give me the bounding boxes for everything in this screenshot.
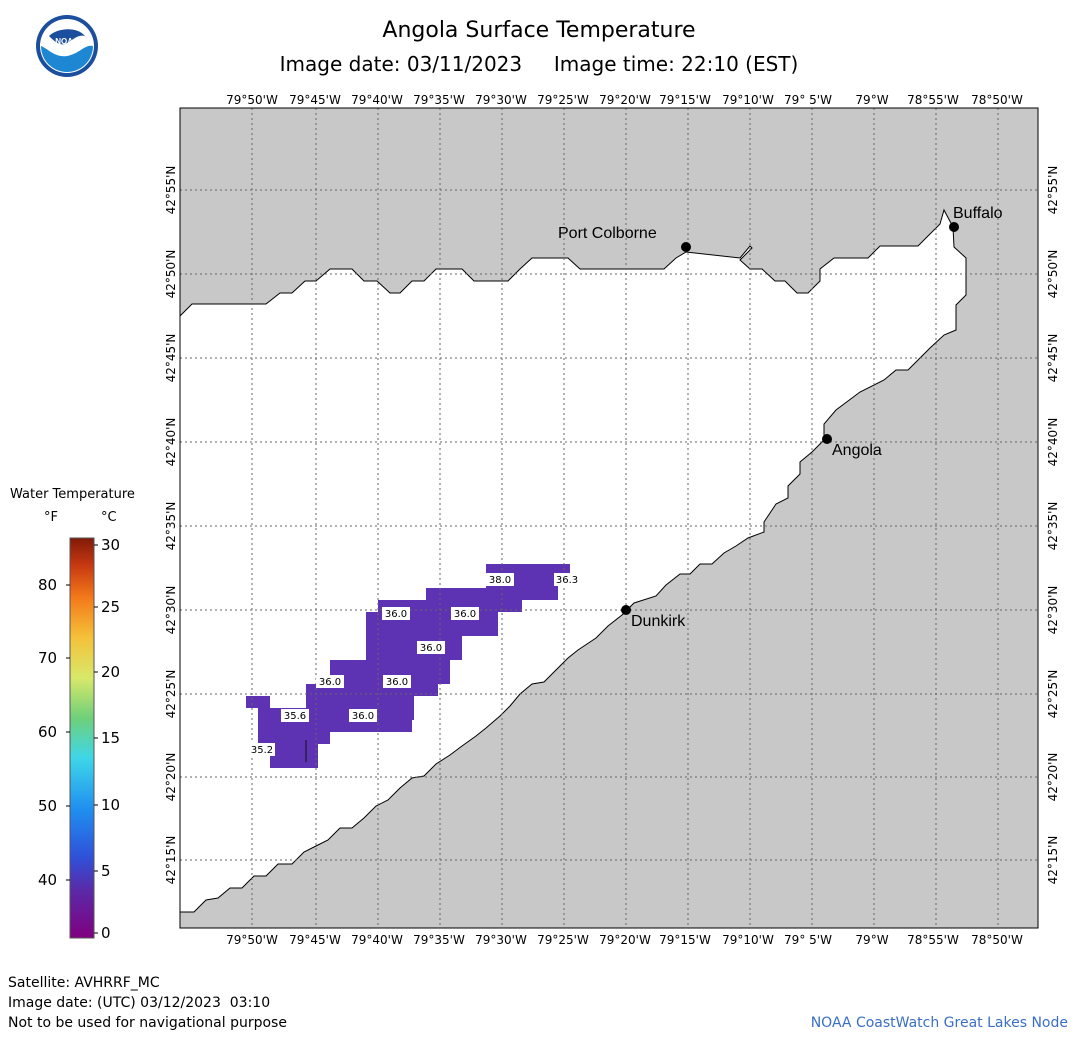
lat-label-right: 42°45'N xyxy=(1046,334,1060,383)
buffalo-marker xyxy=(949,222,959,232)
lake-water xyxy=(180,210,966,912)
svg-text:NOAA: NOAA xyxy=(55,37,79,46)
temperature-label: 36.0 xyxy=(319,677,341,688)
temperature-label: 36.0 xyxy=(420,643,442,654)
map-frame xyxy=(179,107,1039,929)
dunkirk-marker xyxy=(621,605,631,615)
temperature-color-bar xyxy=(69,537,95,939)
lon-label-bottom: 79°35'W xyxy=(413,933,465,947)
temperature-label: 36.0 xyxy=(454,609,476,620)
city-markers xyxy=(621,222,959,615)
lon-label-bottom: 79° 5'W xyxy=(784,933,832,947)
lon-label-top: 79°10'W xyxy=(722,93,774,107)
lat-label-left: 42°15'N xyxy=(164,836,178,885)
legend-tick-f: 80 xyxy=(38,576,57,594)
lon-label-top: 79°35'W xyxy=(413,93,465,107)
legend-unit-f: °F xyxy=(44,510,58,525)
lon-label-bottom: 79°20'W xyxy=(599,933,651,947)
legend-tick-f: 70 xyxy=(38,649,57,667)
city-label-angola: Angola xyxy=(832,442,882,459)
lon-label-top: 79°25'W xyxy=(537,93,589,107)
lon-label-top: 79°30'W xyxy=(475,93,527,107)
legend-tick-f: 50 xyxy=(38,797,57,815)
legend-tick-f: 40 xyxy=(38,871,57,889)
image-date-time: Image date: 03/11/2023 Image time: 22:10… xyxy=(279,52,799,76)
lat-label-left: 42°55'N xyxy=(164,166,178,215)
temperature-overlay xyxy=(246,564,570,768)
lon-label-bottom: 78°55'W xyxy=(907,933,959,947)
lat-label-right: 42°15'N xyxy=(1046,836,1060,885)
lon-label-top: 79°50'W xyxy=(226,93,278,107)
noaa-logo: NOAA xyxy=(36,15,98,77)
legend-unit-c: °C xyxy=(101,510,117,525)
temperature-label: 36.0 xyxy=(386,677,408,688)
lon-label-bottom: 79°30'W xyxy=(475,933,527,947)
legend-tick-c: 10 xyxy=(101,796,120,814)
lon-label-top: 79°20'W xyxy=(599,93,651,107)
lat-label-right: 42°55'N xyxy=(1046,166,1060,215)
graticule xyxy=(180,108,1038,928)
lat-label-left: 42°20'N xyxy=(164,753,178,802)
lon-label-bottom: 79°10'W xyxy=(722,933,774,947)
lon-label-bottom: 78°50'W xyxy=(971,933,1023,947)
legend-tick-c: 15 xyxy=(101,729,120,747)
lon-label-top: 79°40'W xyxy=(351,93,403,107)
lon-label-top: 78°55'W xyxy=(907,93,959,107)
lon-label-top: 78°50'W xyxy=(971,93,1023,107)
city-label-buffalo: Buffalo xyxy=(953,205,1003,222)
satellite-info: Satellite: AVHRRF_MC xyxy=(8,975,160,991)
lat-label-right: 42°20'N xyxy=(1046,753,1060,802)
lon-label-top: 79°45'W xyxy=(289,93,341,107)
lon-label-bottom: 79°50'W xyxy=(226,933,278,947)
lon-label-top: 79°15'W xyxy=(659,93,711,107)
shoreline xyxy=(179,208,967,913)
lat-label-left: 42°30'N xyxy=(164,586,178,635)
credit-text: NOAA CoastWatch Great Lakes Node xyxy=(810,1015,1068,1031)
legend-tick-c: 0 xyxy=(101,924,111,942)
temperature-label: 35.2 xyxy=(251,745,273,756)
city-label-dunkirk: Dunkirk xyxy=(631,613,686,630)
port-colborne-marker xyxy=(681,242,691,252)
legend-tick-c: 30 xyxy=(101,536,120,554)
lat-label-left: 42°35'N xyxy=(164,502,178,551)
lat-label-left: 42°25'N xyxy=(164,670,178,719)
temperature-label: 36.3 xyxy=(556,575,578,586)
legend-title: Water Temperature xyxy=(10,487,135,502)
lat-label-left: 42°50'N xyxy=(164,250,178,299)
lon-label-bottom: 79°15'W xyxy=(659,933,711,947)
lon-label-top: 79°W xyxy=(855,93,888,107)
lat-label-left: 42°45'N xyxy=(164,334,178,383)
legend-tick-c: 25 xyxy=(101,598,120,616)
lon-label-top: 79° 5'W xyxy=(784,93,832,107)
image-date-utc: Image date: (UTC) 03/12/2023 03:10 xyxy=(8,995,271,1011)
lon-label-bottom: 79°40'W xyxy=(351,933,403,947)
city-label-port-colborne: Port Colborne xyxy=(558,225,657,242)
lat-label-right: 42°30'N xyxy=(1046,586,1060,635)
temperature-label: 35.6 xyxy=(284,711,306,722)
map-title: Angola Surface Temperature xyxy=(382,18,696,43)
lat-label-right: 42°50'N xyxy=(1046,250,1060,299)
angola-marker xyxy=(822,434,832,444)
temperature-label: 38.0 xyxy=(489,575,511,586)
lon-label-bottom: 79°45'W xyxy=(289,933,341,947)
navigation-disclaimer: Not to be used for navigational purpose xyxy=(8,1015,287,1031)
temperature-label: 36.0 xyxy=(385,609,407,620)
legend-tick-c: 20 xyxy=(101,663,120,681)
lat-label-right: 42°25'N xyxy=(1046,670,1060,719)
legend-tick-c: 5 xyxy=(101,862,111,880)
temperature-label: 36.0 xyxy=(352,711,374,722)
lat-label-right: 42°40'N xyxy=(1046,418,1060,467)
lon-label-bottom: 79°W xyxy=(855,933,888,947)
lat-label-right: 42°35'N xyxy=(1046,502,1060,551)
lon-label-bottom: 79°25'W xyxy=(537,933,589,947)
lat-label-left: 42°40'N xyxy=(164,418,178,467)
legend-tick-f: 60 xyxy=(38,723,57,741)
